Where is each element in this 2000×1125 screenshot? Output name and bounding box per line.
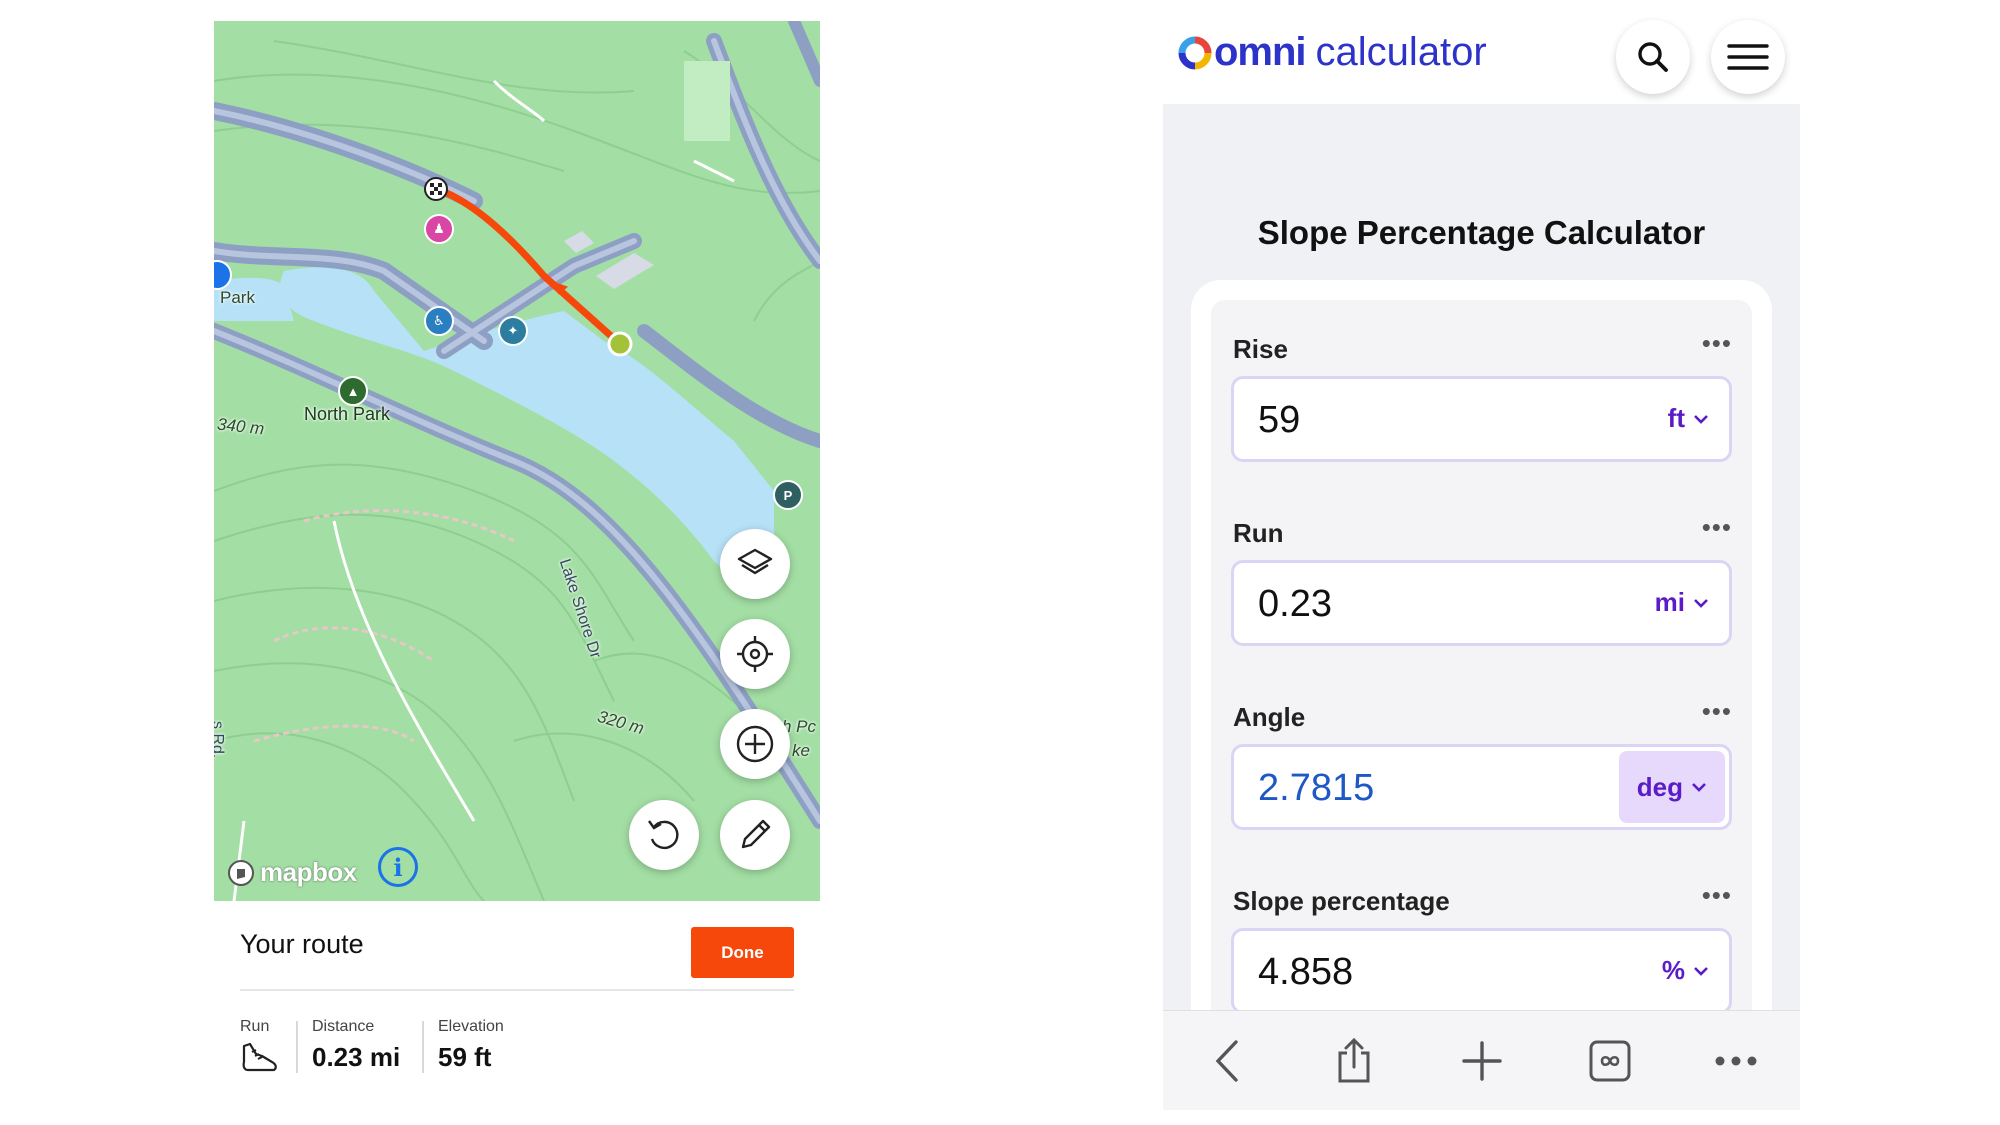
omni-mark-icon [1178,36,1212,69]
field-slope-more-button[interactable]: ••• [1701,880,1732,910]
edit-button[interactable] [720,800,790,870]
new-tab-icon [1462,1041,1502,1081]
shoe-icon [242,1042,277,1072]
run-unit-select[interactable]: mi [1655,587,1709,618]
run-unit-label: mi [1654,587,1685,617]
stat-elevation-label: Elevation [438,1018,504,1035]
back-icon [1215,1040,1238,1082]
pencil-icon [741,819,771,849]
map-label-north-park: North Park [304,404,391,424]
chevron-down-icon [1694,966,1708,976]
stat-separator [422,1021,424,1073]
search-icon [1638,42,1668,72]
chevron-down-icon [1694,414,1708,424]
back-button[interactable] [1199,1033,1255,1089]
map-label-rd: s Rd. [214,721,226,759]
share-button[interactable] [1326,1033,1382,1089]
divider [240,989,794,991]
field-angle-label: Angle [1233,702,1306,732]
chevron-down-icon [1692,783,1706,792]
info-icon[interactable]: i [378,847,418,887]
stat-distance-value: 0.23 mi [312,1042,401,1072]
poi-park-icon[interactable]: ▲ [338,376,368,406]
slope-percentage-input[interactable]: 4.858 % [1231,928,1732,1014]
tabs-button[interactable] [1582,1033,1638,1089]
map-label-edge-ke: ke [792,741,810,760]
angle-unit-label: deg [1636,771,1683,802]
slope-value: 4.858 [1258,951,1354,993]
omni-logo[interactable]: omni calculator [1178,30,1487,75]
zoom-in-button[interactable] [720,709,790,779]
rise-input[interactable]: 59 ft [1231,376,1732,462]
angle-value: 2.7815 [1258,767,1375,809]
calculator-app: omni calculator Slope Percentage Calcula… [1163,0,1800,1110]
stat-distance: Distance 0.23 mi [312,1018,400,1073]
map-canvas [214,21,820,901]
map-label-edge-pc: h Pc [782,717,817,736]
rise-unit-label: ft [1667,403,1685,433]
locate-icon [737,636,773,672]
chevron-down-icon [1694,598,1708,608]
field-run-label: Run [1233,518,1284,548]
rise-unit-select[interactable]: ft [1668,403,1709,434]
layers-button[interactable] [720,529,790,599]
calculator-card: Rise ••• 59 ft Run ••• 0.23 mi [1191,280,1772,1040]
angle-unit-select[interactable]: deg [1618,751,1725,823]
stat-distance-label: Distance [312,1018,375,1035]
poi-tool-icon[interactable]: ✦ [498,316,528,346]
hamburger-icon [1727,44,1769,70]
new-tab-button[interactable] [1454,1033,1510,1089]
mapbox-logo[interactable]: mapbox [226,857,357,888]
undo-button[interactable] [629,800,699,870]
field-rise-label: Rise [1233,334,1288,364]
slope-unit-label: % [1661,955,1685,985]
field-run-more-button[interactable]: ••• [1701,512,1732,542]
poi-pink-icon[interactable]: ♟ [424,214,454,244]
route-app: ♟ ♿ ✦ ▲ P Park North Park 340 m Lake Sho… [214,21,820,1125]
page-title: Slope Percentage Calculator [1257,214,1706,251]
run-value: 0.23 [1258,583,1332,625]
map-view[interactable]: ♟ ♿ ✦ ▲ P Park North Park 340 m Lake Sho… [214,21,820,901]
share-icon [1338,1037,1370,1083]
zoom-in-icon [736,725,774,763]
field-rise-more-button[interactable]: ••• [1701,328,1732,358]
angle-input[interactable]: 2.7815 deg [1231,744,1732,830]
top-bar: omni calculator [1163,0,1800,104]
stat-activity-label: Run [240,1018,270,1035]
poi-restroom-icon[interactable]: ♿ [424,306,454,336]
brand-main: omni [1214,30,1307,74]
stat-elevation-value: 59 ft [438,1042,492,1072]
route-title: Your route [240,929,364,959]
brand-sub: calculator [1315,30,1487,74]
calculator-card-inner: Rise ••• 59 ft Run ••• 0.23 mi [1211,300,1752,1040]
browser-toolbar [1163,1010,1800,1110]
field-slope-label: Slope percentage [1233,886,1450,916]
menu-button[interactable] [1711,20,1785,94]
slope-unit-select[interactable]: % [1662,955,1709,986]
mapbox-wordmark: mapbox [260,857,357,887]
map-label-park: Park [220,288,255,307]
rise-value: 59 [1258,399,1301,441]
stat-activity: Run [240,1018,280,1079]
layers-icon [737,548,773,575]
more-button[interactable] [1708,1033,1764,1089]
tabs-icon [1589,1040,1631,1082]
stat-separator [296,1021,298,1073]
poi-parking-icon[interactable]: P [773,480,803,510]
locate-button[interactable] [720,619,790,689]
field-angle-more-button[interactable]: ••• [1701,696,1732,726]
mapbox-mark-icon [228,859,254,886]
undo-icon [648,820,679,850]
done-button[interactable]: Done [691,927,794,978]
stat-elevation: Elevation 59 ft [438,1018,504,1073]
run-input[interactable]: 0.23 mi [1231,560,1732,646]
more-icon [1715,1056,1757,1066]
search-button[interactable] [1616,20,1690,94]
